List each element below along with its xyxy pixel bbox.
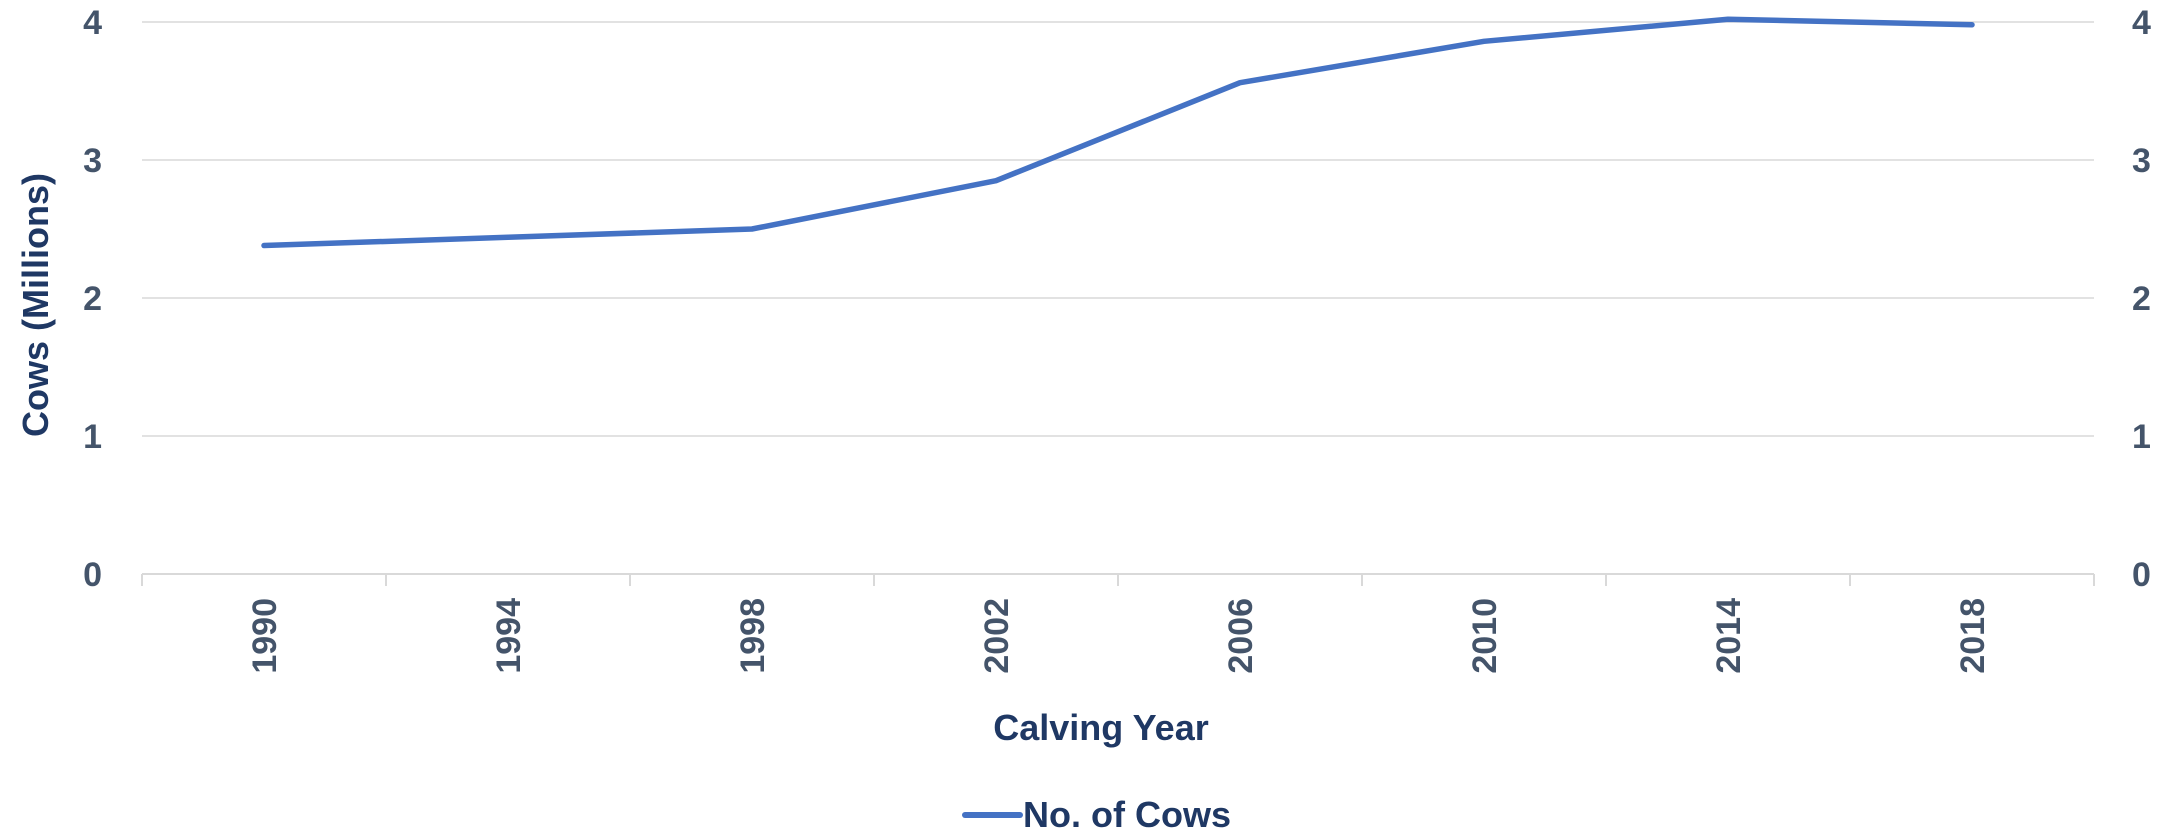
y-tick-label-left: 3 — [83, 142, 102, 180]
x-tick-label-2018: 2018 — [1954, 598, 1992, 674]
y-tick-label-right: 4 — [2132, 4, 2151, 42]
x-tick-label-2006: 2006 — [1222, 598, 1260, 674]
x-tick-label-2002: 2002 — [978, 598, 1016, 674]
x-axis-title: Calving Year — [993, 707, 1208, 748]
y-axis-left: 0 1 2 3 4 — [83, 4, 102, 594]
y-tick-label-right: 3 — [2132, 142, 2151, 180]
y-tick-label-right: 0 — [2132, 556, 2151, 594]
x-tick-label-1998: 1998 — [734, 598, 772, 674]
x-tick-label-1990: 1990 — [246, 598, 284, 674]
x-tick-label-2010: 2010 — [1466, 598, 1504, 674]
y-axis-title: Cows (Millions) — [15, 173, 56, 437]
y-tick-label-left: 0 — [83, 556, 102, 594]
y-tick-label-left: 1 — [83, 418, 102, 456]
legend-label-no-of-cows: No. of Cows — [1023, 794, 1231, 832]
y-tick-label-left: 2 — [83, 280, 102, 318]
y-tick-label-right: 2 — [2132, 280, 2151, 318]
x-tick-labels: 1990 1994 1998 2002 2006 2010 2014 2018 — [246, 598, 1992, 674]
series-lines — [261, 16, 1975, 249]
legend: No. of Cows — [962, 794, 1231, 832]
series-line-no-of-cows — [261, 16, 1975, 249]
x-tick-label-1994: 1994 — [490, 598, 528, 674]
gridlines — [142, 21, 2094, 437]
y-axis-right: 0 1 2 3 4 — [2132, 4, 2151, 594]
y-tick-label-right: 1 — [2132, 418, 2151, 456]
x-tick-label-2014: 2014 — [1710, 598, 1748, 674]
y-tick-label-left: 4 — [83, 4, 102, 42]
x-axis — [141, 573, 2095, 586]
